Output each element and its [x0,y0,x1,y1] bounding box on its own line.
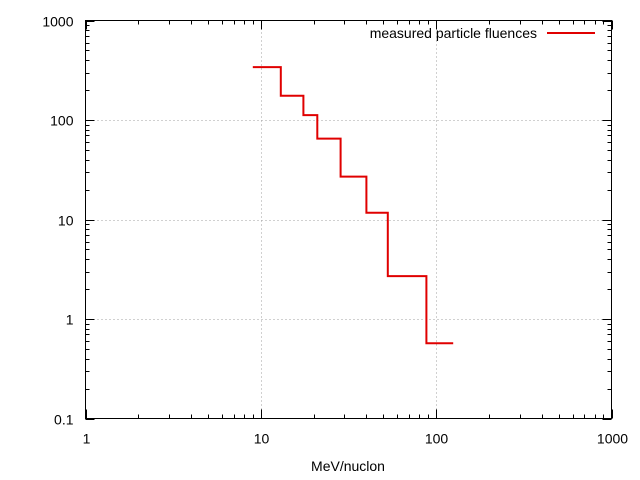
legend: measured particle fluences [370,25,595,41]
y-tick-label: 0.1 [54,412,74,428]
x-tick-label: 1 [83,431,91,447]
x-tick-label: 1000 [597,431,628,447]
y-tick-label: 100 [50,113,74,129]
x-axis-title: MeV/nuclon [311,458,385,474]
plot-frame [85,20,612,419]
series-layer [252,66,454,345]
tick-labels: 1 10 100 1000 0.1 1 10 100 1000 [42,14,628,447]
grid [85,20,612,419]
series-step-line [252,66,454,345]
y-tick-label: 10 [58,213,74,229]
legend-label: measured particle fluences [370,25,537,41]
axis-ticks [85,20,613,420]
y-tick-label: 1 [66,312,74,328]
x-tick-label: 10 [254,431,270,447]
x-tick-label: 100 [425,431,449,447]
y-tick-label: 1000 [42,14,73,30]
